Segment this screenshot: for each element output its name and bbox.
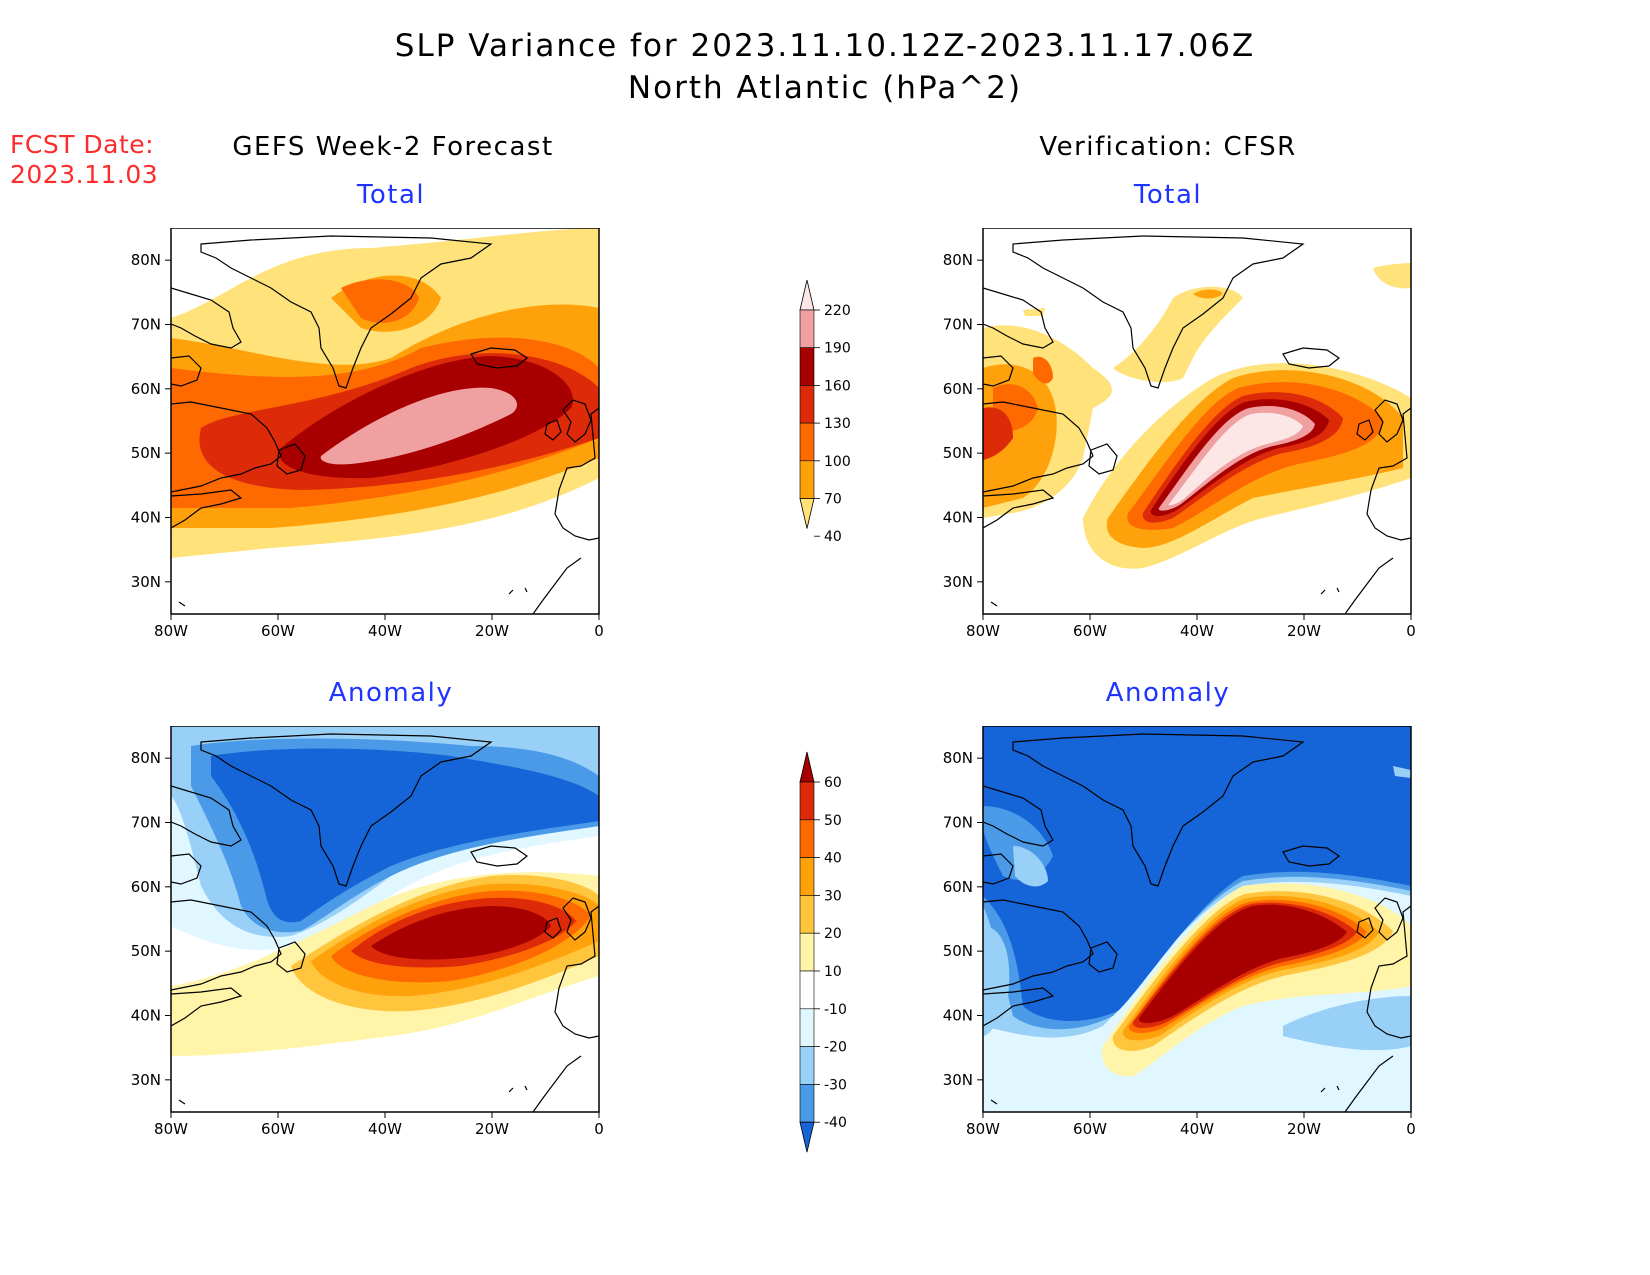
lat-tick-label: 50N xyxy=(943,942,973,960)
lat-tick-label: 60N xyxy=(131,878,161,896)
map-forecast-anomaly: 80N 70N 60N 50N 40N 30N 80W 60W 40W 20W 0 xyxy=(131,726,604,1138)
colorbar-level-label: 40 xyxy=(824,529,842,545)
lat-tick-label: 30N xyxy=(131,1071,161,1089)
lon-tick-label: 40W xyxy=(368,622,402,640)
lat-tick-label: 30N xyxy=(943,573,973,591)
colorbar-level-label: 50 xyxy=(824,813,842,829)
lon-tick-label: 40W xyxy=(368,1120,402,1138)
lon-tick-label: 0 xyxy=(1406,622,1416,640)
colorbar-level-label: 70 xyxy=(824,492,842,508)
lat-tick-label: 80N xyxy=(131,749,161,767)
lat-tick-label: 70N xyxy=(943,814,973,832)
lon-tick-label: 20W xyxy=(475,1120,509,1138)
map-verification-total: 80N 70N 60N 50N 40N 30N 80W 60W 40W 20W 0 xyxy=(943,228,1416,640)
lat-tick-label: 60N xyxy=(131,380,161,398)
colorbar-box xyxy=(799,347,815,386)
lon-tick-label: 20W xyxy=(1287,622,1321,640)
panel-title-forecast-anomaly: Anomaly xyxy=(328,678,454,708)
colorbar-box xyxy=(799,857,815,896)
colorbar-level-label: 100 xyxy=(824,454,851,470)
colorbar-bottom-arrow xyxy=(799,498,815,529)
colorbar-level-label: -30 xyxy=(824,1077,847,1093)
colorbar-level-label: 130 xyxy=(824,416,851,432)
fcst-date-label: FCST Date: xyxy=(10,130,155,159)
lon-tick-label: 60W xyxy=(261,1120,295,1138)
colorbar-box xyxy=(799,895,815,934)
lat-tick-label: 80N xyxy=(943,749,973,767)
lon-tick-label: 40W xyxy=(1180,622,1214,640)
lat-tick-label: 80N xyxy=(131,251,161,269)
column-title-verification: Verification: CFSR xyxy=(1039,132,1297,162)
lon-tick-label: 0 xyxy=(594,1120,604,1138)
colorbar-total: 220 190 160 130 100 70 40 xyxy=(799,280,851,545)
lat-tick-label: 40N xyxy=(943,509,973,527)
lat-tick-label: 50N xyxy=(131,942,161,960)
colorbar-level-label: 220 xyxy=(824,303,851,319)
colorbar-level-label: 10 xyxy=(824,964,842,980)
colorbar-box xyxy=(799,819,815,858)
colorbar-box xyxy=(799,781,815,821)
colorbar-level-label: 190 xyxy=(824,341,851,357)
lat-tick-label: 60N xyxy=(943,380,973,398)
lat-tick-label: 70N xyxy=(943,316,973,334)
colorbar-box xyxy=(799,422,815,462)
colorbar-box xyxy=(799,385,815,424)
colorbar-level-label: -40 xyxy=(824,1115,847,1131)
lat-tick-label: 30N xyxy=(131,573,161,591)
lon-tick-label: 80W xyxy=(154,1120,188,1138)
lat-tick-label: 70N xyxy=(131,316,161,334)
lat-tick-label: 80N xyxy=(943,251,973,269)
colorbar-top-arrow xyxy=(799,751,815,783)
colorbar-level-label: -10 xyxy=(824,1002,847,1018)
figure-title-line1: SLP Variance for 2023.11.10.12Z-2023.11.… xyxy=(394,28,1256,64)
colorbar-bottom-arrow xyxy=(799,1121,815,1153)
map-forecast-total: 80N 70N 60N 50N 40N 30N 80W 60W 40W 20W 0 xyxy=(131,228,604,640)
colorbar-box xyxy=(799,970,815,1010)
lat-tick-label: 40N xyxy=(943,1007,973,1025)
lat-tick-label: 40N xyxy=(131,509,161,527)
lon-tick-label: 80W xyxy=(154,622,188,640)
lon-tick-label: 20W xyxy=(1287,1120,1321,1138)
lon-tick-label: 80W xyxy=(966,622,1000,640)
panel-title-forecast-total: Total xyxy=(356,180,426,210)
lon-tick-label: 0 xyxy=(1406,1120,1416,1138)
colorbar-level-label: 30 xyxy=(824,888,842,904)
colorbar-top-arrow xyxy=(799,280,815,311)
lon-tick-label: 80W xyxy=(966,1120,1000,1138)
lat-tick-label: 30N xyxy=(943,1071,973,1089)
colorbar-box xyxy=(799,1046,815,1085)
colorbar-box xyxy=(799,1084,815,1123)
colorbar-level-label: 160 xyxy=(824,378,851,394)
lon-tick-label: 60W xyxy=(261,622,295,640)
colorbar-level-label: 40 xyxy=(824,851,842,867)
lon-tick-label: 60W xyxy=(1073,622,1107,640)
panel-title-verification-anomaly: Anomaly xyxy=(1105,678,1231,708)
colorbar-level-label: 60 xyxy=(824,775,842,791)
lon-tick-label: 0 xyxy=(594,622,604,640)
lat-tick-label: 50N xyxy=(131,444,161,462)
panel-title-verification-total: Total xyxy=(1133,180,1203,210)
colorbar-box xyxy=(799,1008,815,1047)
colorbar-anomaly: 60 50 40 30 20 10 -10 -20 -30 -40 xyxy=(799,751,847,1153)
colorbar-box xyxy=(799,460,815,499)
lon-tick-label: 20W xyxy=(475,622,509,640)
lat-tick-label: 70N xyxy=(131,814,161,832)
map-verification-anomaly: 80N 70N 60N 50N 40N 30N 80W 60W 40W 20W 0 xyxy=(943,726,1416,1138)
column-title-forecast: GEFS Week-2 Forecast xyxy=(232,132,554,162)
lat-tick-label: 50N xyxy=(943,444,973,462)
colorbar-level-label: -20 xyxy=(824,1040,847,1056)
lat-tick-label: 40N xyxy=(131,1007,161,1025)
lat-tick-label: 60N xyxy=(943,878,973,896)
lon-tick-label: 40W xyxy=(1180,1120,1214,1138)
fcst-date-value: 2023.11.03 xyxy=(10,160,159,189)
figure-title-line2: North Atlantic (hPa^2) xyxy=(627,70,1023,106)
colorbar-level-label: 20 xyxy=(824,926,842,942)
colorbar-box xyxy=(799,932,815,972)
colorbar-box xyxy=(799,309,815,349)
lon-tick-label: 60W xyxy=(1073,1120,1107,1138)
